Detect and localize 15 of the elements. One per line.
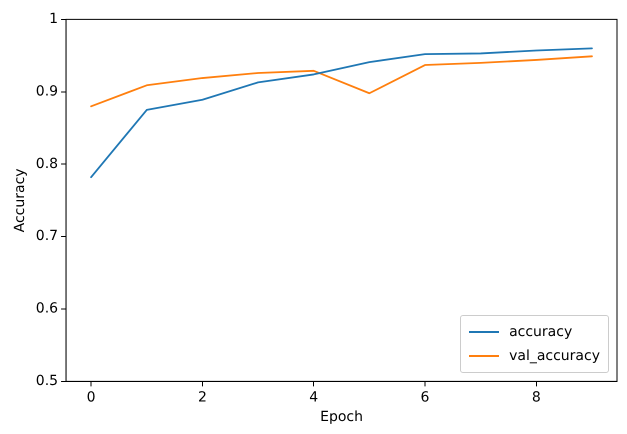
x-tick-label: 8 bbox=[532, 389, 541, 406]
x-axis-title: Epoch bbox=[320, 409, 363, 426]
y-axis-title: Accuracy bbox=[12, 168, 28, 232]
y-tick-label: 1 bbox=[49, 11, 58, 28]
y-tick-label: 0.6 bbox=[36, 300, 58, 317]
x-tick-label: 2 bbox=[198, 389, 207, 406]
y-tick-label: 0.7 bbox=[36, 228, 58, 244]
legend-label: accuracy bbox=[509, 323, 572, 342]
x-tick-label: 4 bbox=[309, 389, 318, 406]
x-tick-label: 6 bbox=[420, 389, 430, 406]
legend-label: val_accuracy bbox=[509, 347, 600, 366]
y-tick-label: 0.8 bbox=[36, 156, 58, 172]
y-tick-label: 0.5 bbox=[36, 373, 58, 390]
y-tick-label: 0.9 bbox=[36, 83, 58, 100]
x-tick-label: 0 bbox=[86, 389, 96, 406]
